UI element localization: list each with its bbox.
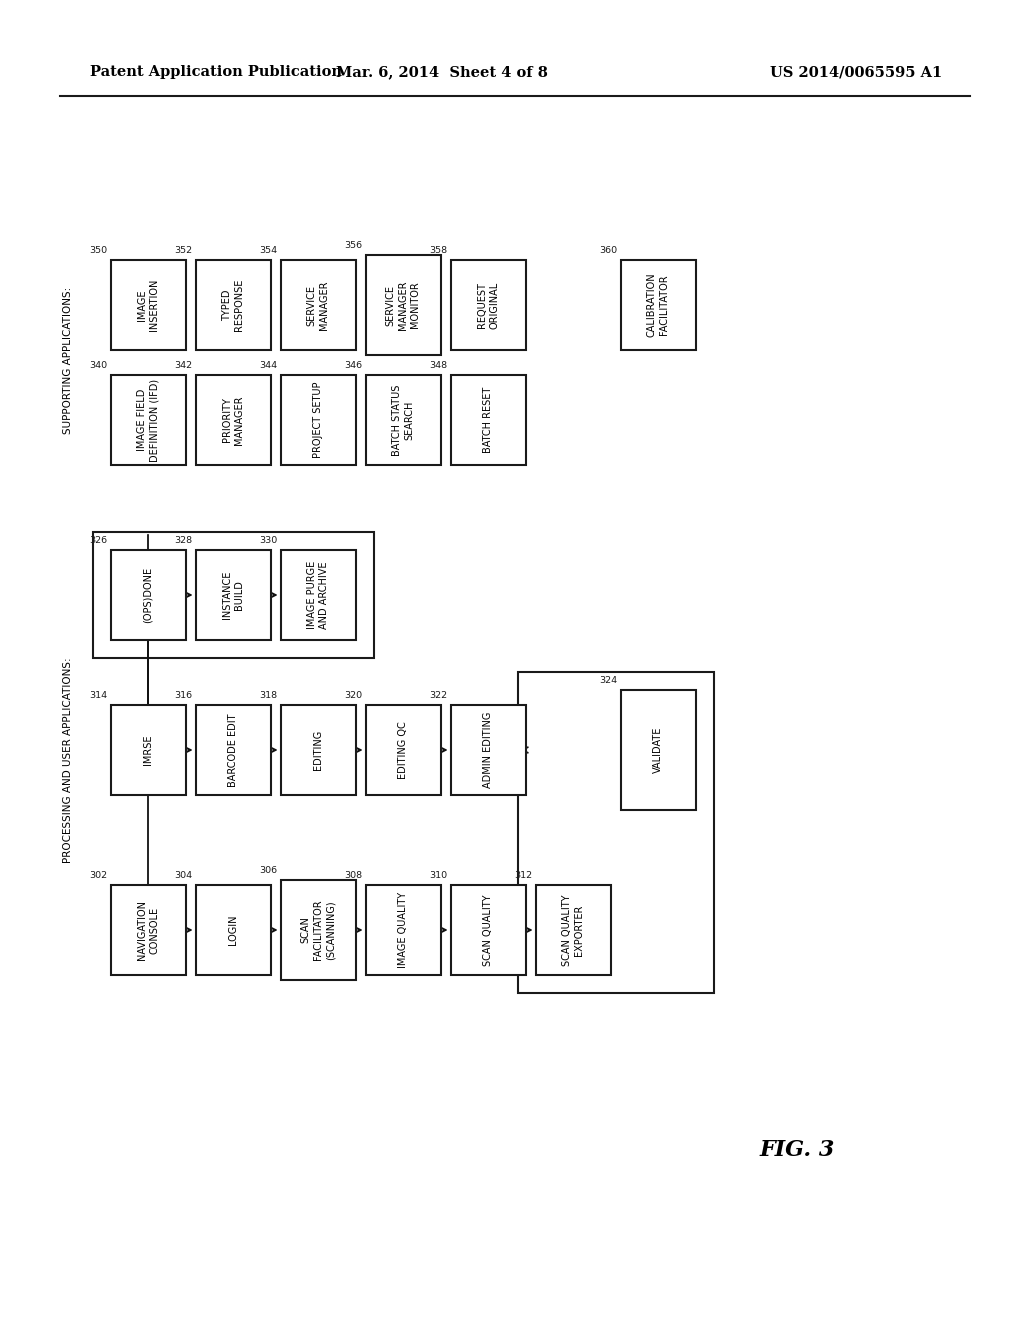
Bar (621, 690, 695, 810)
Bar (281, 260, 355, 350)
Bar (366, 255, 440, 355)
Text: Patent Application Publication: Patent Application Publication (90, 65, 342, 79)
Text: 342: 342 (174, 360, 193, 370)
Bar (366, 375, 440, 465)
Text: BARCODE EDIT: BARCODE EDIT (228, 713, 238, 787)
Text: 314: 314 (89, 690, 108, 700)
Bar (111, 884, 185, 975)
Bar (366, 705, 440, 795)
Text: INSTANCE
BUILD: INSTANCE BUILD (222, 570, 244, 619)
Bar (366, 884, 440, 975)
Text: PROCESSING AND USER APPLICATIONS:: PROCESSING AND USER APPLICATIONS: (63, 657, 73, 863)
Text: 352: 352 (174, 246, 193, 255)
Bar (281, 880, 355, 979)
Text: TYPED
RESPONSE: TYPED RESPONSE (222, 279, 244, 331)
Bar (196, 375, 270, 465)
Text: VALIDATE: VALIDATE (653, 727, 663, 774)
Text: CALIBRATION
FACILITATOR: CALIBRATION FACILITATOR (647, 273, 670, 338)
Bar (111, 550, 185, 640)
Text: 328: 328 (174, 536, 193, 545)
Text: IMRSE: IMRSE (143, 735, 153, 766)
Text: 354: 354 (259, 246, 278, 255)
Bar (451, 705, 525, 795)
Bar (111, 705, 185, 795)
Text: PROJECT SETUP: PROJECT SETUP (313, 381, 323, 458)
Text: SUPPORTING APPLICATIONS:: SUPPORTING APPLICATIONS: (63, 286, 73, 434)
Text: 330: 330 (259, 536, 278, 545)
Text: SCAN QUALITY: SCAN QUALITY (483, 894, 493, 966)
Bar (196, 705, 270, 795)
Text: 358: 358 (429, 246, 447, 255)
Bar (196, 260, 270, 350)
Text: 306: 306 (259, 866, 278, 875)
Bar (451, 375, 525, 465)
Bar (517, 672, 714, 993)
Text: 302: 302 (89, 871, 108, 880)
Text: IMAGE FIELD
DEFINITION (IFD): IMAGE FIELD DEFINITION (IFD) (137, 379, 159, 462)
Text: ADMIN EDITING: ADMIN EDITING (483, 711, 493, 788)
Text: EDITING QC: EDITING QC (398, 721, 408, 779)
Text: IMAGE PURGE
AND ARCHIVE: IMAGE PURGE AND ARCHIVE (307, 561, 329, 630)
Text: 320: 320 (344, 690, 362, 700)
Text: Mar. 6, 2014  Sheet 4 of 8: Mar. 6, 2014 Sheet 4 of 8 (336, 65, 548, 79)
Bar (536, 884, 610, 975)
Text: SERVICE
MANAGER
MONITOR: SERVICE MANAGER MONITOR (386, 280, 421, 330)
Text: IMAGE QUALITY: IMAGE QUALITY (398, 892, 408, 968)
Bar (451, 884, 525, 975)
Bar (281, 375, 355, 465)
Text: 322: 322 (429, 690, 447, 700)
Text: 326: 326 (89, 536, 108, 545)
Text: 348: 348 (429, 360, 447, 370)
Bar (281, 705, 355, 795)
Text: SCAN
FACILITATOR
(SCANNING): SCAN FACILITATOR (SCANNING) (301, 900, 336, 961)
Text: 316: 316 (174, 690, 193, 700)
Text: EDITING: EDITING (313, 730, 323, 770)
Text: 356: 356 (344, 242, 362, 249)
Text: 360: 360 (599, 246, 617, 255)
Text: (OPS)DONE: (OPS)DONE (143, 566, 153, 623)
Text: 310: 310 (429, 871, 447, 880)
Text: US 2014/0065595 A1: US 2014/0065595 A1 (770, 65, 942, 79)
Text: 304: 304 (174, 871, 193, 880)
Text: IMAGE
INSERTION: IMAGE INSERTION (137, 279, 159, 331)
Text: SCAN QUALITY
EXPORTER: SCAN QUALITY EXPORTER (562, 894, 585, 966)
Text: NAVIGATION
CONSOLE: NAVIGATION CONSOLE (137, 900, 159, 960)
Bar (111, 375, 185, 465)
Text: PRIORITY
MANAGER: PRIORITY MANAGER (222, 395, 244, 445)
Text: 350: 350 (89, 246, 108, 255)
Bar (281, 550, 355, 640)
Text: 318: 318 (259, 690, 278, 700)
Bar (451, 260, 525, 350)
Text: 324: 324 (599, 676, 617, 685)
Bar (621, 260, 695, 350)
Bar (111, 260, 185, 350)
Text: 344: 344 (259, 360, 278, 370)
Text: 346: 346 (344, 360, 362, 370)
Text: FIG. 3: FIG. 3 (760, 1139, 836, 1162)
Bar (196, 550, 270, 640)
Text: SERVICE
MANAGER: SERVICE MANAGER (307, 280, 329, 330)
Bar (196, 884, 270, 975)
Text: 312: 312 (514, 871, 532, 880)
Text: BATCH RESET: BATCH RESET (483, 387, 493, 453)
Bar (92, 532, 374, 657)
Text: 340: 340 (89, 360, 108, 370)
Text: 308: 308 (344, 871, 362, 880)
Text: LOGIN: LOGIN (228, 915, 238, 945)
Text: REQUEST
ORIGINAL: REQUEST ORIGINAL (477, 281, 500, 329)
Text: BATCH STATUS
SEARCH: BATCH STATUS SEARCH (392, 384, 414, 455)
